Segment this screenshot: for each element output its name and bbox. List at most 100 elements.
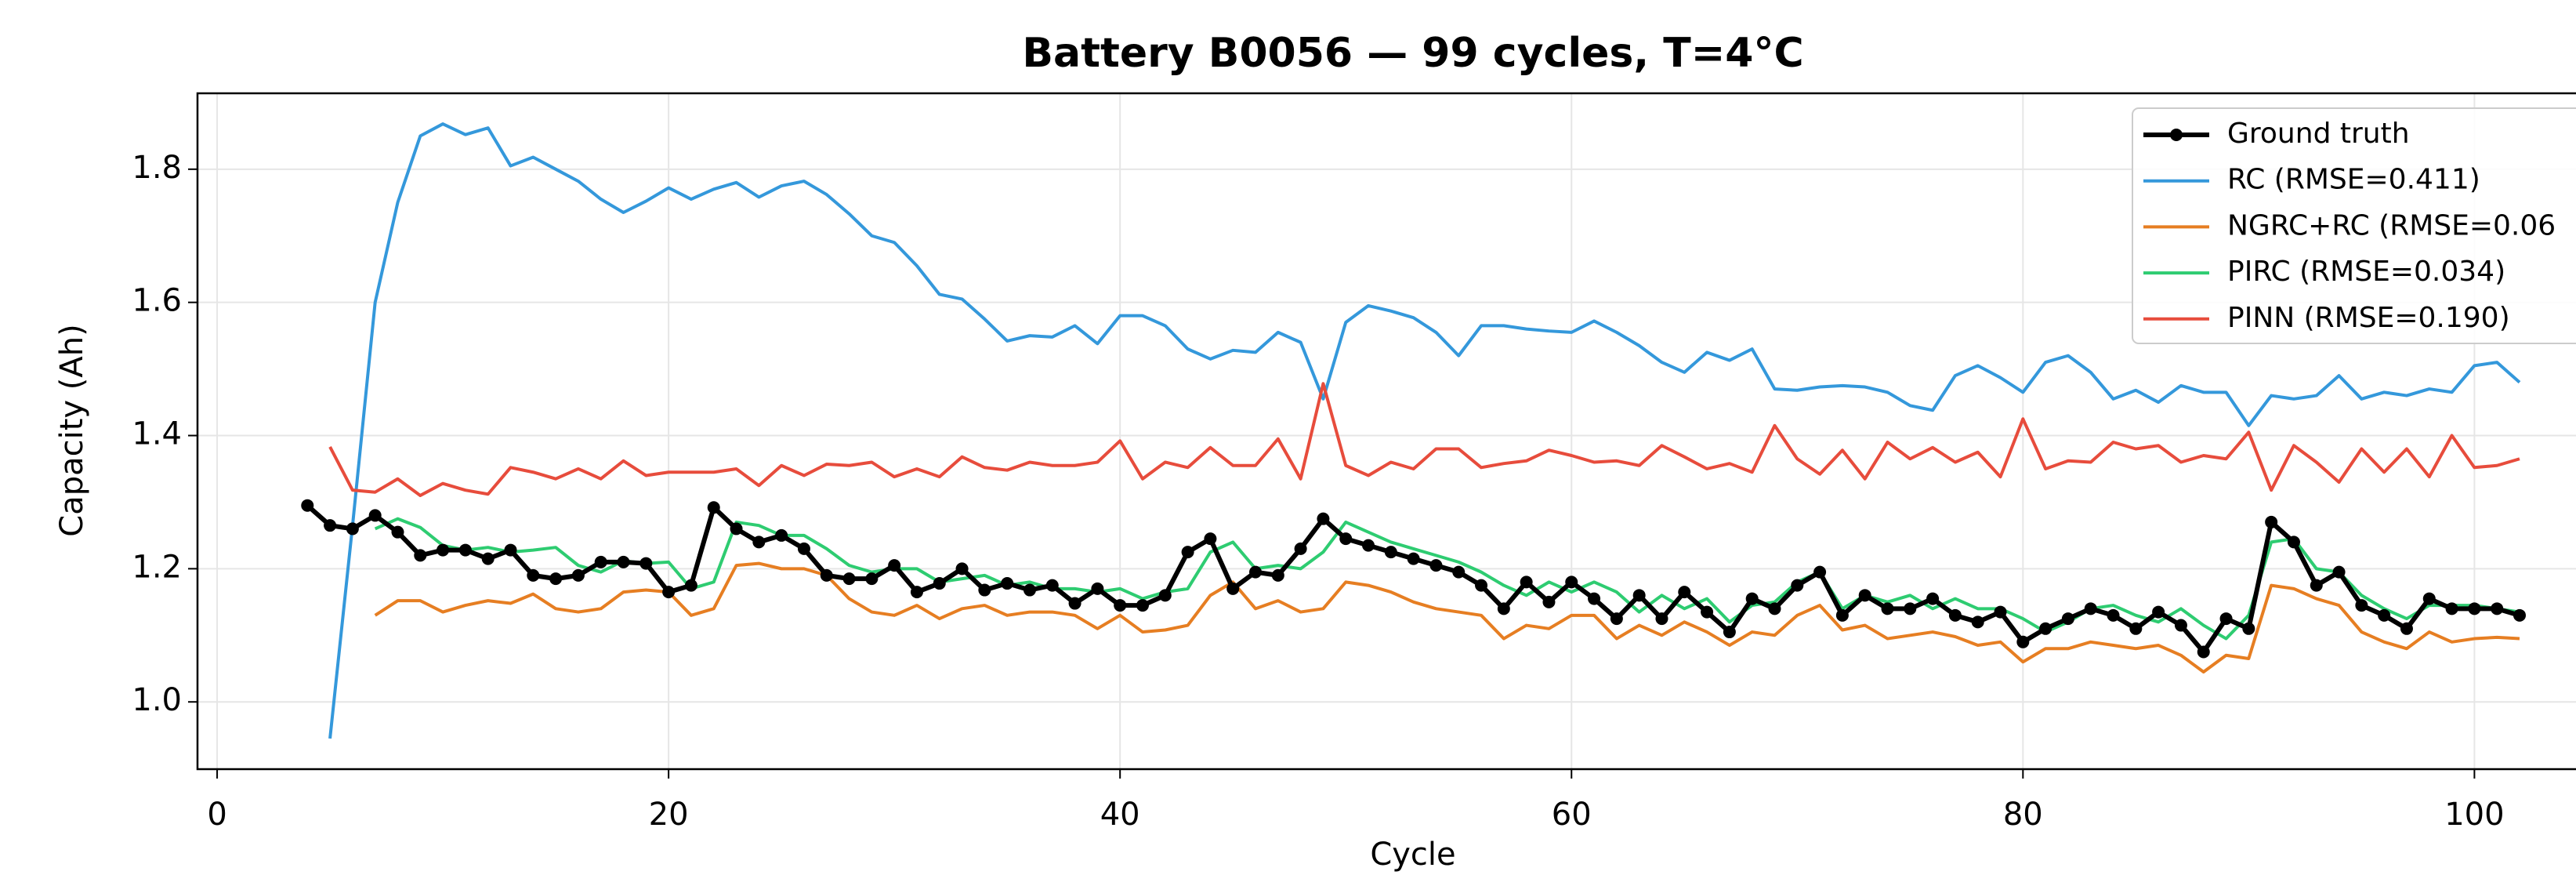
data-point — [1339, 532, 1353, 546]
data-point — [2061, 612, 2074, 626]
data-point — [1768, 602, 1781, 615]
legend-box — [2132, 107, 2576, 344]
data-point — [1791, 579, 1804, 592]
data-point — [2400, 622, 2413, 635]
data-point — [2287, 536, 2300, 549]
y-tick-label: 1.6 — [132, 283, 182, 319]
data-point — [1362, 539, 1375, 552]
data-point — [1655, 612, 1668, 626]
data-point — [1136, 599, 1149, 612]
data-point — [1904, 602, 1917, 615]
data-point — [1475, 579, 1488, 592]
y-tick-label: 1.0 — [132, 682, 182, 718]
plot-frame — [196, 92, 2576, 771]
data-point — [1204, 532, 1217, 546]
data-point — [2016, 635, 2030, 648]
data-point — [662, 586, 676, 599]
data-point — [1881, 602, 1894, 615]
data-point — [639, 557, 653, 570]
data-point — [2174, 619, 2187, 632]
legend-label: PINN (RMSE=0.190) — [2227, 302, 2510, 334]
data-point — [1497, 602, 1510, 615]
data-point — [1407, 552, 1420, 565]
data-point — [1452, 565, 1466, 579]
data-point — [1249, 565, 1263, 579]
x-tick-label: 40 — [1100, 797, 1140, 833]
data-point — [888, 559, 901, 572]
data-point — [1745, 592, 1759, 605]
data-point — [842, 572, 856, 586]
data-point — [2265, 515, 2278, 528]
legend-label: NGRC+RC (RMSE=0.06 — [2227, 209, 2556, 241]
x-tick-label: 20 — [649, 797, 689, 833]
data-point — [2129, 622, 2143, 635]
y-tick-label: 1.8 — [132, 150, 182, 186]
data-point — [1181, 546, 1194, 559]
data-point — [2242, 622, 2255, 635]
data-point — [2468, 602, 2481, 615]
data-point — [571, 568, 585, 582]
data-point — [527, 568, 540, 582]
x-tick-label: 80 — [2003, 797, 2043, 833]
data-point — [2378, 608, 2391, 622]
data-point — [481, 552, 495, 565]
data-point — [2219, 612, 2233, 626]
data-point — [2491, 602, 2504, 615]
data-point — [1701, 605, 1714, 619]
data-point — [775, 528, 788, 542]
data-point — [391, 525, 404, 539]
legend-marker — [2170, 129, 2183, 141]
data-point — [1384, 546, 1397, 559]
data-point — [1994, 605, 2007, 619]
data-point — [1001, 577, 1014, 590]
data-point — [1429, 559, 1443, 572]
data-point — [1091, 582, 1104, 595]
data-point — [933, 577, 946, 590]
data-point — [955, 562, 969, 575]
data-point — [910, 586, 923, 599]
data-point — [617, 555, 630, 568]
data-point — [1948, 608, 1962, 622]
data-point — [1520, 575, 1533, 589]
data-point — [1271, 568, 1284, 582]
data-point — [1114, 599, 1127, 612]
data-point — [1971, 615, 1984, 629]
data-point — [752, 536, 766, 549]
data-point — [2513, 608, 2526, 622]
series-line — [328, 122, 2521, 739]
data-point — [1158, 589, 1172, 602]
series-line — [374, 561, 2520, 674]
data-point — [865, 572, 879, 586]
data-point — [594, 555, 607, 568]
data-point — [684, 579, 697, 592]
x-axis-label: Cycle — [1370, 837, 1455, 873]
data-point — [797, 542, 810, 555]
data-point — [1858, 589, 1871, 602]
data-point — [504, 543, 517, 557]
legend-label: RC (RMSE=0.411) — [2227, 164, 2480, 196]
data-point — [301, 499, 314, 512]
data-point — [730, 522, 743, 536]
data-point — [707, 501, 720, 514]
data-point — [1835, 608, 1849, 622]
data-point — [1678, 586, 1691, 599]
data-point — [978, 583, 991, 597]
data-point — [2445, 602, 2458, 615]
series-line — [328, 382, 2520, 497]
data-point — [324, 519, 337, 532]
data-point — [1045, 579, 1059, 592]
data-point — [820, 568, 833, 582]
data-point — [1588, 592, 1601, 605]
data-point — [368, 509, 382, 522]
data-point — [1023, 583, 1036, 597]
data-point — [1068, 597, 1081, 610]
data-point — [1813, 565, 1827, 579]
data-point — [1565, 575, 1578, 589]
x-tick-label: 60 — [1552, 797, 1592, 833]
data-point — [2422, 592, 2436, 605]
data-point — [1294, 542, 1307, 555]
data-point — [2310, 579, 2323, 592]
data-point — [2039, 622, 2052, 635]
